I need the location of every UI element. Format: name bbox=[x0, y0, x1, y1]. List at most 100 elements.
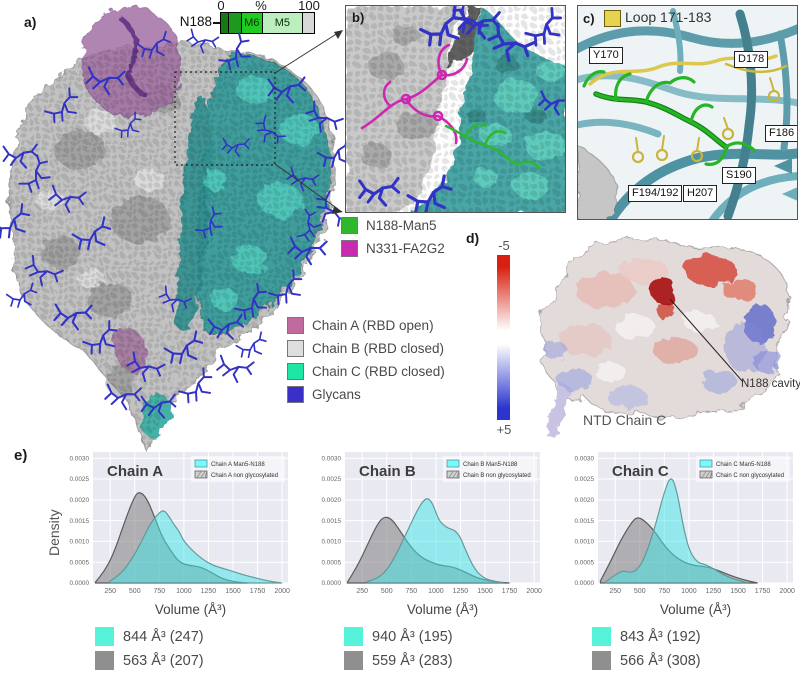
glyco-bar-segment bbox=[301, 13, 314, 33]
x-tick-label: 250 bbox=[609, 588, 621, 595]
glycan-twig bbox=[126, 351, 166, 383]
x-tick-label: 750 bbox=[658, 588, 670, 595]
y-tick-label: 0.0020 bbox=[69, 497, 89, 504]
glyco-bar-dash bbox=[213, 22, 220, 24]
y-tick-label: 0.0000 bbox=[69, 580, 89, 587]
panel-e-label: e) bbox=[14, 447, 28, 464]
glycans bbox=[0, 28, 345, 419]
stat-swatch-non bbox=[592, 651, 611, 670]
x-tick-label: 1500 bbox=[730, 588, 746, 595]
y-tick-label: 0.0000 bbox=[574, 580, 594, 587]
x-tick-label: 1500 bbox=[225, 588, 241, 595]
glycan-twig bbox=[316, 135, 345, 168]
glycan-twig bbox=[452, 6, 490, 35]
legend-label: Chain B (RBD closed) bbox=[312, 341, 445, 356]
glycan-twig bbox=[44, 87, 79, 124]
x-tick-label: 2000 bbox=[274, 588, 290, 595]
y-tick-label: 0.0025 bbox=[574, 476, 594, 483]
panel-b: b) bbox=[345, 5, 566, 213]
chart-legend-swatch-gray bbox=[699, 470, 713, 479]
glycan-twig bbox=[305, 100, 344, 133]
glycan-twig bbox=[538, 90, 565, 116]
stat-swatch-non bbox=[344, 651, 363, 670]
legend-swatch bbox=[341, 217, 358, 234]
colorbar-top-label: -5 bbox=[498, 238, 510, 253]
glycan-twig bbox=[104, 383, 142, 411]
chart-chain-a: 0.0000 0.0005 0.0010 0.0015 0.0020 0.0025 0.00… bbox=[69, 452, 290, 617]
stat-swatch-non bbox=[95, 651, 114, 670]
panel-c: c) Loop 171-183 Y170 D178 F186 S190 F194… bbox=[577, 5, 798, 220]
glycan-twig bbox=[235, 331, 267, 359]
glyco-occupancy-bar: M6 M5 bbox=[220, 12, 315, 34]
glyco-bar-segment: M6 bbox=[240, 13, 262, 33]
glycan-twig bbox=[194, 206, 223, 239]
n188-cavity-spot bbox=[650, 277, 676, 303]
panel-c-label: c) bbox=[583, 11, 595, 26]
glycan-twig bbox=[71, 216, 112, 251]
glycan-twig bbox=[2, 143, 39, 169]
y-tick-label: 0.0015 bbox=[321, 518, 341, 525]
glycan-twig bbox=[234, 282, 268, 320]
glycan-twig bbox=[268, 269, 303, 306]
legend-swatch bbox=[341, 240, 358, 257]
x-tick-label: 2000 bbox=[779, 588, 795, 595]
stat-value: 940 Å³ (195) bbox=[372, 628, 453, 645]
x-tick-label: 1000 bbox=[428, 588, 444, 595]
x-tick-label: 1750 bbox=[502, 588, 518, 595]
x-axis-label: Volume (Å³) bbox=[155, 602, 226, 617]
glycan-twig bbox=[358, 176, 401, 207]
glycan-twig bbox=[207, 313, 245, 340]
x-tick-label: 1750 bbox=[250, 588, 266, 595]
glyco-bar-segment bbox=[221, 13, 228, 33]
glycan-twig bbox=[267, 76, 307, 104]
x-tick-label: 1750 bbox=[755, 588, 771, 595]
x-tick-label: 500 bbox=[634, 588, 646, 595]
y-tick-label: 0.0025 bbox=[321, 476, 341, 483]
ntd-caption: NTD Chain C bbox=[583, 412, 667, 428]
legend-row: N188-Man5 bbox=[341, 217, 437, 234]
y-tick-label: 0.0030 bbox=[574, 455, 594, 462]
panel-c-structure bbox=[578, 6, 797, 219]
glyco-bar-axis-100: 100 bbox=[298, 0, 320, 13]
glycan-twig bbox=[163, 330, 204, 365]
kde-area-cyan bbox=[366, 498, 505, 584]
x-tick-label: 250 bbox=[356, 588, 368, 595]
hatch-line bbox=[200, 471, 206, 478]
residue-label-h207: H207 bbox=[683, 185, 718, 202]
glycan-twig bbox=[406, 174, 453, 212]
glycan-twig bbox=[296, 208, 322, 242]
glyco-bar-axis-pct: % bbox=[255, 0, 267, 13]
glyco-bar-segment bbox=[227, 13, 241, 33]
legend-label: Chain C (RBD closed) bbox=[312, 364, 445, 379]
stat-value: 559 Å³ (283) bbox=[372, 652, 453, 669]
surface-texture bbox=[9, 42, 336, 452]
y-tick-label: 0.0030 bbox=[321, 455, 341, 462]
glycan-twig bbox=[48, 184, 87, 213]
y-tick-label: 0.0000 bbox=[321, 580, 341, 587]
glycan-twig bbox=[85, 66, 126, 96]
glycan-twig bbox=[0, 203, 31, 239]
glycan-twig bbox=[218, 32, 251, 71]
stat-row-non: 559 Å³ (283) bbox=[344, 651, 453, 670]
hatch-line bbox=[448, 471, 454, 478]
legend-row: Chain A (RBD open) bbox=[287, 317, 434, 334]
x-tick-label: 750 bbox=[153, 588, 165, 595]
chart-legend-label: Chain C Man5-N188 bbox=[716, 462, 771, 468]
stat-row-man5: 844 Å³ (247) bbox=[95, 627, 204, 646]
glycan-twig bbox=[5, 282, 38, 308]
panel-b-structure bbox=[346, 6, 565, 212]
x-tick-label: 1000 bbox=[176, 588, 192, 595]
chart-chain-c: 0.0000 0.0005 0.0010 0.0015 0.0020 0.0025 0.00… bbox=[574, 452, 795, 617]
cavity-pointer-line bbox=[669, 298, 744, 383]
y-tick-label: 0.0010 bbox=[321, 539, 341, 546]
chart-legend-label: Chain A Man5-N188 bbox=[211, 462, 265, 468]
x-tick-label: 1500 bbox=[477, 588, 493, 595]
glyco-bar-gene: N188 bbox=[179, 14, 212, 29]
glycan-twig bbox=[178, 367, 213, 404]
kde-area-cyan bbox=[604, 478, 748, 584]
y-tick-label: 0.0010 bbox=[574, 539, 594, 546]
chart-legend-label: Chain C non glycosylated bbox=[716, 473, 784, 479]
glycan-twig bbox=[287, 236, 328, 266]
glycan-twig bbox=[186, 28, 220, 54]
glycan-twig bbox=[286, 166, 320, 192]
